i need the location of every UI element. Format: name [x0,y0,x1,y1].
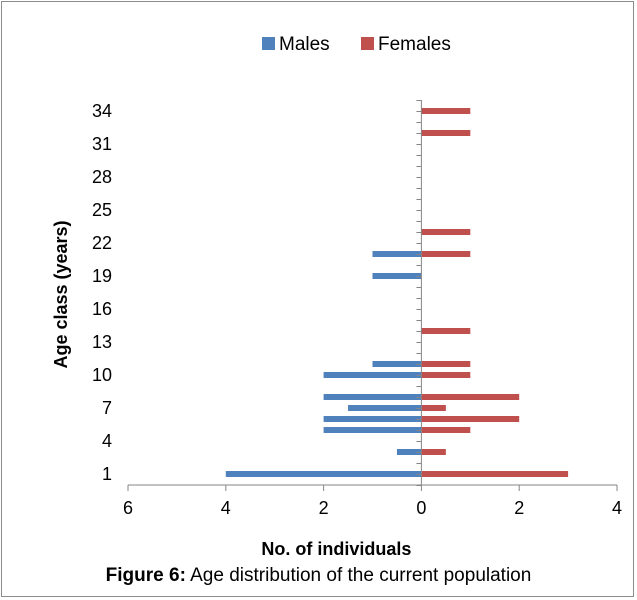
legend: Males Females [262,34,451,55]
females-bar-age-1 [421,471,569,477]
y-tick-label: 13 [92,332,112,352]
figure-caption: Figure 6: Age distribution of the curren… [0,565,637,587]
females-bar-age-21 [421,251,471,257]
y-tick-label: 10 [92,365,112,385]
females-bar-age-7 [421,405,446,411]
males-bar-age-1 [225,471,422,477]
females-bar-age-10 [421,372,471,378]
legend-swatch-males [262,37,275,50]
y-tick-label: 16 [92,299,112,319]
males-bar-age-8 [323,394,422,400]
x-tick-label: 0 [416,498,426,518]
legend-label-females: Females [378,34,451,55]
males-bar-age-10 [323,372,422,378]
females-bar-age-5 [421,427,471,433]
x-tick-label: 4 [221,498,231,518]
males-bar-age-7 [348,405,422,411]
y-tick-label: 31 [92,134,112,154]
x-tick-label: 2 [319,498,329,518]
females-bar-age-34 [421,108,471,114]
males-bar-age-19 [372,273,422,279]
y-tick-label: 1 [102,464,112,484]
males-bar-age-21 [372,251,422,257]
females-bar-age-11 [421,361,471,367]
females-bar-age-3 [421,449,446,455]
caption-label: Figure 6: [105,565,186,586]
x-tick-label: 4 [612,498,622,518]
females-bar-age-8 [421,394,520,400]
y-tick-label: 4 [102,431,112,451]
y-tick-label: 34 [92,101,112,121]
males-bar-age-11 [372,361,422,367]
y-tick-label: 19 [92,266,112,286]
males-bar-age-3 [396,449,422,455]
x-axis-title: No. of individuals [261,539,411,559]
y-tick-label: 22 [92,233,112,253]
labels-layer: 6 4 2 0 2 4 1 4 7 10 13 16 19 22 25 28 31 34 No. of indivi… [51,101,622,559]
males-bar-age-5 [323,427,422,433]
x-tick-label: 2 [514,498,524,518]
bars-layer [225,108,569,477]
y-tick-label: 28 [92,167,112,187]
legend-swatch-females [361,37,374,50]
x-tick-label: 6 [123,498,133,518]
females-bar-age-14 [421,328,471,334]
females-bar-age-32 [421,130,471,136]
axes-layer [127,100,618,491]
y-tick-label: 7 [102,398,112,418]
females-bar-age-23 [421,229,471,235]
y-axis-title: Age class (years) [51,220,71,368]
males-bar-age-6 [323,416,422,422]
females-bar-age-6 [421,416,520,422]
legend-label-males: Males [279,34,330,55]
y-tick-label: 25 [92,200,112,220]
caption-text: Age distribution of the current populati… [185,565,532,586]
